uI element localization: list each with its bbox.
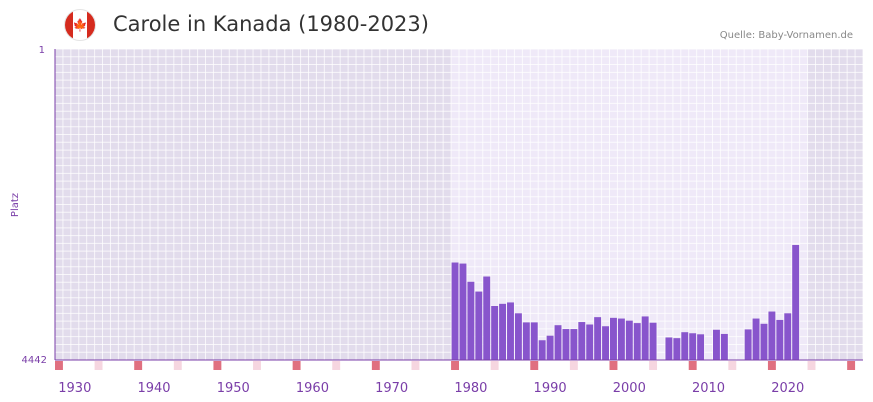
bar-1998 — [610, 317, 617, 360]
half-decade-marker-1973 — [411, 361, 420, 370]
decade-marker-2018 — [767, 361, 776, 370]
decade-marker-2008 — [688, 361, 697, 370]
half-decade-marker-1983 — [490, 361, 499, 370]
chart-title: Carole in Kanada (1980-2023) — [113, 12, 429, 36]
bar-2006 — [673, 338, 681, 360]
bar-2007 — [681, 332, 689, 360]
maple-leaf-icon: 🍁 — [72, 18, 88, 32]
bar-2021 — [792, 245, 800, 360]
half-decade-marker-1953 — [253, 361, 261, 370]
y-tick-label-top: 1 — [39, 45, 45, 56]
x-tick-label-1980: 1980 — [454, 381, 487, 396]
bar-1981 — [475, 291, 483, 360]
decade-marker-1998 — [609, 361, 618, 370]
bar-series — [451, 245, 800, 360]
decade-marker-1948 — [213, 361, 222, 370]
x-tick-label-2010: 2010 — [692, 381, 725, 396]
bar-1996 — [594, 317, 602, 360]
bar-1985 — [507, 302, 514, 360]
decade-marker-1978 — [451, 361, 459, 370]
bar-1989 — [538, 340, 546, 360]
bar-1984 — [499, 303, 507, 360]
bar-2008 — [689, 333, 697, 360]
y-tick-label-bottom: 4442 — [22, 355, 47, 366]
canada-flag-icon: 🍁 — [64, 9, 96, 41]
half-decade-marker-1943 — [173, 361, 182, 370]
bar-2001 — [633, 323, 641, 360]
half-decade-marker-2023 — [807, 361, 816, 370]
bar-1979 — [459, 263, 467, 360]
half-decade-marker-1933 — [94, 361, 103, 370]
bar-1994 — [578, 322, 586, 360]
bar-1990 — [546, 335, 554, 360]
bar-1992 — [562, 329, 570, 360]
x-tick-label-1990: 1990 — [534, 381, 567, 396]
bar-2017 — [760, 323, 768, 360]
bar-1982 — [483, 276, 491, 360]
decade-marker-1968 — [371, 361, 380, 370]
half-decade-marker-1963 — [332, 361, 341, 370]
bar-1988 — [530, 322, 538, 360]
bar-1991 — [554, 325, 562, 360]
x-tick-label-1930: 1930 — [58, 381, 91, 396]
bar-1978 — [451, 262, 459, 360]
decade-marker-1958 — [292, 361, 301, 370]
bar-2000 — [625, 320, 633, 360]
bar-2011 — [712, 329, 720, 360]
year-markers — [55, 361, 856, 370]
decade-marker-1938 — [134, 361, 143, 370]
decade-marker-1928 — [55, 361, 63, 370]
plot-grid — [54, 48, 864, 361]
bar-1980 — [467, 281, 475, 360]
x-tick-label-1950: 1950 — [217, 381, 250, 396]
decade-marker-2028 — [847, 361, 856, 370]
x-tick-label-1970: 1970 — [375, 381, 408, 396]
bar-2002 — [641, 316, 649, 360]
bar-2003 — [649, 322, 657, 360]
bar-1995 — [586, 324, 594, 360]
source-label: Quelle: Baby-Vornamen.de — [719, 30, 853, 41]
axes: 1 4442 Platz — [10, 45, 863, 366]
bar-1986 — [514, 313, 522, 360]
decade-marker-1988 — [530, 361, 539, 370]
bar-1997 — [602, 326, 610, 360]
bar-1993 — [570, 329, 578, 360]
bar-2020 — [784, 313, 792, 360]
bar-1987 — [522, 322, 530, 360]
bar-2018 — [768, 311, 776, 360]
flag-red-right — [87, 10, 95, 40]
y-axis-label: Platz — [10, 193, 21, 217]
x-tick-label-1960: 1960 — [296, 381, 329, 396]
x-tick-labels: 1930 1940 1950 1960 1970 1980 1990 2000 2010 2020 — [58, 381, 804, 396]
half-decade-marker-2003 — [649, 361, 658, 370]
bar-2005 — [665, 337, 673, 360]
bar-1999 — [617, 318, 625, 360]
half-decade-marker-2013 — [728, 361, 737, 370]
bar-1983 — [491, 305, 499, 360]
x-tick-label-2020: 2020 — [771, 381, 804, 396]
bar-2019 — [776, 319, 784, 360]
half-decade-marker-1993 — [569, 361, 578, 370]
x-tick-label-1940: 1940 — [137, 381, 170, 396]
bar-2015 — [744, 329, 752, 360]
x-tick-label-2000: 2000 — [613, 381, 646, 396]
flag-red-left — [65, 10, 73, 40]
bar-2009 — [697, 334, 705, 360]
bar-2012 — [720, 333, 728, 360]
bar-2016 — [752, 318, 760, 360]
